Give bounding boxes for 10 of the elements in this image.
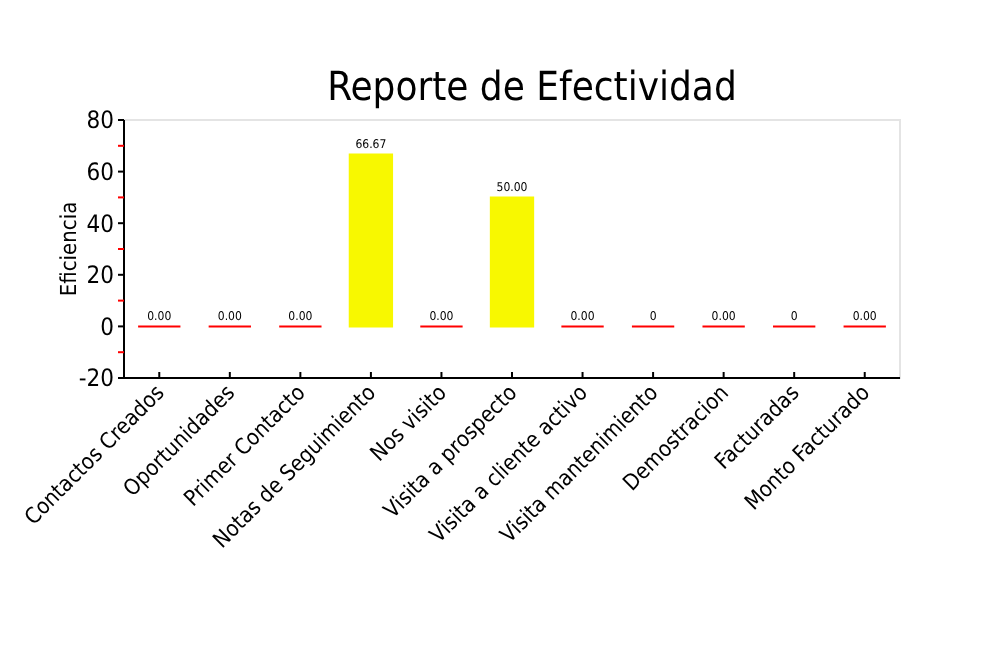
chart-title: Reporte de Efectividad — [327, 62, 737, 110]
bar — [489, 196, 535, 328]
bar — [348, 153, 394, 328]
y-tick-label: 60 — [86, 158, 115, 186]
y-tick-label: 20 — [86, 261, 115, 290]
y-tick-label: 40 — [86, 209, 115, 238]
y-tick-label: 80 — [86, 106, 115, 135]
y-tick-label: 0 — [100, 312, 115, 341]
y-axis-title: Eficiencia — [56, 201, 82, 297]
y-tick-label: -20 — [78, 364, 115, 393]
